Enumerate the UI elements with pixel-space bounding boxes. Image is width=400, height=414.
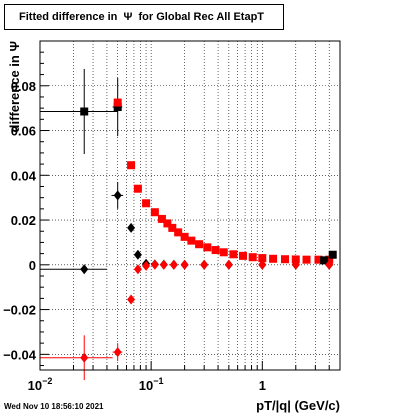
data-point-square — [150, 208, 159, 217]
y-tick-label: 0.06 — [11, 124, 36, 139]
data-point-square — [133, 184, 142, 193]
timestamp: Wed Nov 10 18:56:10 2021 — [4, 402, 104, 411]
data-point-square — [238, 251, 247, 260]
x-axis-label: pT/|q| (GeV/c) — [256, 398, 340, 413]
data-point-square — [314, 255, 323, 264]
chart-title: Fitted difference in Ψ for Global Rec Al… — [19, 11, 265, 23]
y-axis-label: difference in Ψ — [7, 41, 22, 132]
data-point-square — [142, 199, 151, 208]
y-tick-label: 0.02 — [11, 213, 36, 228]
data-point-square — [325, 255, 334, 264]
x-tick-label: 1 — [259, 378, 266, 393]
y-tick-label: 0.04 — [11, 168, 37, 183]
data-point-square — [180, 232, 189, 241]
plot-area — [40, 41, 340, 370]
data-point-square — [269, 254, 278, 263]
data-point-diamond — [258, 259, 267, 270]
data-point-diamond — [159, 259, 168, 270]
data-point-square — [157, 214, 166, 223]
data-point-diamond — [200, 259, 209, 270]
data-point-square — [229, 250, 238, 259]
data-point-diamond — [113, 347, 122, 358]
data-point-diamond — [180, 259, 189, 270]
plot-frame — [39, 40, 341, 371]
data-point-square — [163, 219, 172, 228]
data-point-diamond — [113, 190, 122, 201]
data-point-diamond — [169, 259, 178, 270]
data-point-square — [174, 228, 183, 237]
data-point-square — [203, 243, 212, 252]
chart-title-box: Fitted difference in Ψ for Global Rec Al… — [4, 4, 284, 30]
data-point-square — [258, 254, 267, 263]
data-point-square — [168, 223, 177, 232]
data-point-square — [219, 248, 228, 257]
y-tick-label: −0.02 — [3, 303, 36, 318]
data-point-square — [187, 236, 196, 245]
x-tick-label: 10−1 — [139, 376, 164, 393]
data-point-square — [127, 161, 136, 170]
data-point-square — [320, 256, 329, 265]
data-point-square — [280, 255, 289, 264]
y-tick-label: −0.04 — [3, 347, 37, 362]
data-point-diamond — [80, 352, 89, 363]
data-point-square — [80, 107, 89, 116]
data-point-diamond — [150, 259, 159, 270]
data-point-diamond — [127, 222, 136, 233]
data-point-diamond — [142, 260, 151, 271]
data-point-square — [302, 255, 311, 264]
data-point-diamond — [127, 294, 136, 305]
data-point-diamond — [291, 259, 300, 270]
data-point-square — [113, 103, 122, 112]
data-point-diamond — [325, 259, 334, 270]
data-point-square — [211, 246, 220, 255]
data-point-diamond — [80, 264, 89, 275]
y-tick-label: 0.08 — [11, 79, 36, 94]
data-point-square — [291, 255, 300, 264]
y-tick-label: 0 — [29, 258, 36, 273]
x-tick-label: 10−2 — [28, 376, 53, 393]
data-point-square — [328, 250, 337, 259]
data-point-diamond — [133, 249, 142, 260]
data-point-square — [195, 240, 204, 249]
data-point-diamond — [224, 259, 233, 270]
data-point-square — [113, 98, 122, 107]
data-point-square — [248, 253, 257, 262]
data-point-diamond — [133, 264, 142, 275]
